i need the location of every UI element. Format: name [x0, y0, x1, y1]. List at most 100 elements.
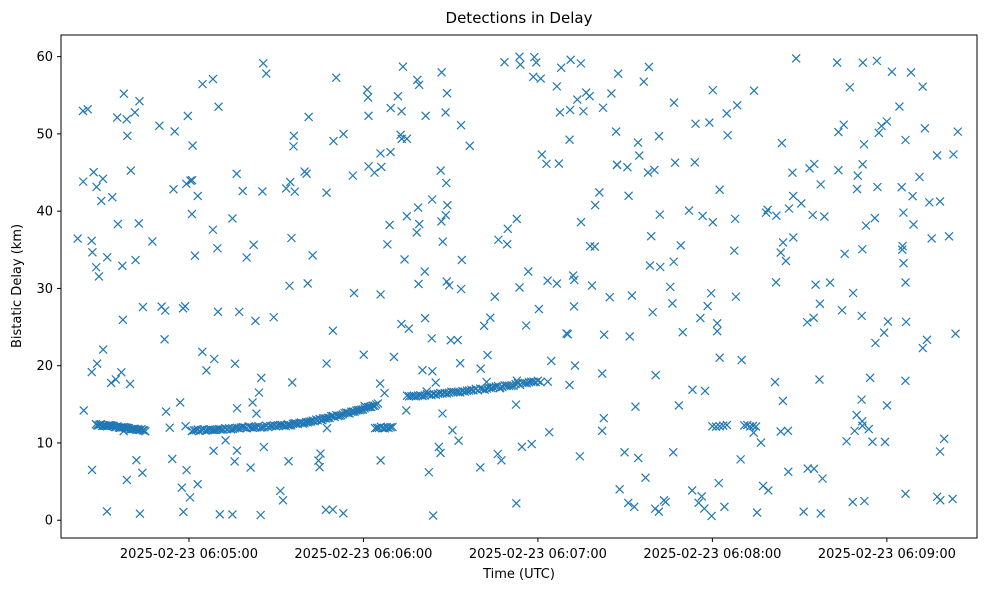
detection-marker	[94, 272, 104, 281]
detection-marker	[78, 177, 88, 187]
detection-marker	[232, 169, 242, 179]
axes-frame	[60, 34, 978, 539]
detection-marker	[544, 427, 554, 437]
detection-marker	[493, 235, 503, 245]
detection-marker	[655, 210, 665, 220]
detection-marker	[107, 192, 117, 202]
detection-marker	[542, 159, 551, 169]
detection-marker	[691, 119, 700, 129]
detection-marker	[413, 203, 423, 213]
detection-marker	[624, 191, 634, 201]
detection-marker	[180, 301, 190, 311]
detection-marker	[515, 283, 524, 292]
detection-marker	[92, 182, 101, 192]
detection-marker	[338, 508, 348, 518]
x-tick-label: 2025-02-23 06:08:00	[643, 547, 781, 562]
detection-marker	[927, 234, 937, 243]
detection-marker	[113, 219, 123, 229]
detection-marker	[116, 367, 126, 377]
detection-marker	[120, 423, 130, 432]
detection-marker	[901, 278, 910, 287]
detection-marker	[363, 402, 373, 412]
detection-marker	[670, 158, 680, 168]
detection-marker	[763, 485, 773, 495]
detection-marker	[837, 305, 847, 315]
detection-marker	[421, 111, 431, 121]
detection-marker	[303, 278, 313, 288]
detection-marker	[816, 179, 826, 189]
detection-marker	[842, 436, 851, 446]
detection-marker	[79, 405, 89, 415]
detection-marker	[193, 479, 203, 489]
detection-marker	[106, 378, 116, 388]
detection-marker	[751, 422, 761, 431]
detection-marker	[212, 243, 222, 253]
detection-marker	[87, 367, 97, 377]
detection-marker	[698, 211, 708, 221]
detection-marker	[256, 373, 266, 383]
detection-marker	[566, 55, 576, 65]
detection-marker	[214, 102, 223, 112]
detection-marker	[920, 123, 930, 133]
detection-marker	[748, 421, 758, 431]
detection-marker	[252, 409, 261, 418]
detection-marker	[304, 112, 314, 122]
detection-marker	[778, 238, 788, 247]
detection-marker	[633, 138, 643, 147]
detection-marker	[723, 130, 733, 140]
detection-marker	[333, 411, 343, 421]
detection-marker	[457, 255, 467, 265]
detection-marker	[783, 467, 793, 477]
y-axis-label: Bistatic Delay (km)	[10, 224, 25, 348]
detection-marker	[752, 508, 762, 518]
detection-marker	[865, 373, 875, 383]
detection-marker	[125, 379, 135, 389]
detection-marker	[376, 455, 386, 465]
y-tick-label: 20	[36, 359, 53, 374]
detection-marker	[674, 400, 684, 410]
detection-marker	[898, 208, 908, 218]
detection-marker	[605, 292, 615, 302]
detection-marker	[140, 426, 150, 436]
detection-marker	[643, 168, 653, 177]
detection-marker	[615, 484, 625, 494]
detection-marker	[185, 492, 195, 502]
detection-marker	[147, 237, 157, 246]
detection-marker	[546, 356, 556, 366]
detection-marker	[809, 313, 819, 323]
detection-marker	[442, 389, 452, 398]
detection-marker	[909, 219, 918, 229]
detection-marker	[165, 423, 175, 433]
x-tick-label: 2025-02-23 06:07:00	[469, 547, 607, 562]
detection-marker	[201, 365, 211, 375]
detection-marker	[261, 69, 271, 78]
detection-marker	[639, 77, 649, 87]
detection-marker	[906, 67, 916, 77]
detection-marker	[98, 174, 108, 184]
x-axis-label: Time (UTC)	[482, 567, 555, 582]
detection-marker	[386, 422, 395, 432]
detection-marker	[414, 279, 423, 289]
detection-marker	[948, 494, 958, 504]
detection-marker	[629, 502, 639, 512]
detection-marker	[122, 131, 132, 141]
detection-marker	[633, 453, 643, 463]
x-tick-label: 2025-02-23 06:05:00	[120, 547, 258, 562]
detection-marker	[787, 168, 797, 178]
detection-marker	[187, 209, 197, 219]
detection-marker	[215, 509, 225, 519]
detection-marker	[612, 160, 622, 170]
detection-marker	[454, 436, 464, 446]
detection-marker	[708, 217, 718, 227]
detection-marker	[650, 504, 660, 514]
detection-marker	[700, 386, 710, 396]
detection-marker	[688, 385, 697, 395]
detection-marker	[815, 375, 824, 385]
detection-marker	[665, 282, 675, 292]
detection-marker	[188, 141, 198, 151]
detection-marker	[284, 456, 293, 466]
detection-marker	[599, 413, 609, 423]
detection-marker	[784, 204, 794, 213]
detection-marker	[396, 130, 406, 140]
detection-marker	[598, 103, 608, 113]
